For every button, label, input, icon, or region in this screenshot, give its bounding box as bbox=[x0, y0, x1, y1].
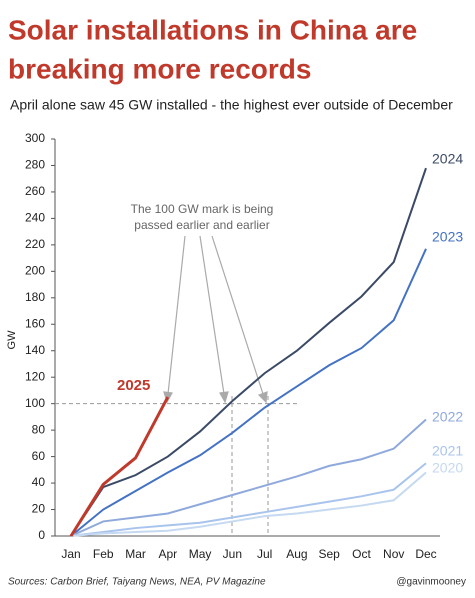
x-tick-label: Nov bbox=[383, 547, 404, 561]
x-tick-label: Jan bbox=[61, 547, 80, 561]
series-line bbox=[70, 418, 427, 537]
x-tick-label: Apr bbox=[158, 547, 177, 561]
chart-title: Solar installations in China are bbox=[8, 14, 417, 45]
y-tick-label: 200 bbox=[25, 264, 45, 278]
y-tick-label: 240 bbox=[25, 211, 45, 225]
source: Sources: Carbon Brief, Taiyang News, NEA… bbox=[8, 577, 266, 588]
y-tick-label: 60 bbox=[32, 449, 46, 463]
y-tick-label: 100 bbox=[25, 396, 45, 410]
y-tick-label: 220 bbox=[25, 237, 45, 251]
y-tick-label: 80 bbox=[32, 422, 46, 436]
annotation: passed earlier and earlier bbox=[134, 218, 269, 232]
x-tick-label: Feb bbox=[93, 547, 114, 561]
annotation: The 100 GW mark is being bbox=[131, 202, 274, 216]
y-tick-label: 180 bbox=[25, 290, 45, 304]
credit: @gavinmooney bbox=[396, 577, 466, 588]
y-tick-label: 140 bbox=[25, 343, 45, 357]
series-line bbox=[70, 462, 427, 537]
x-tick-label: Dec bbox=[415, 547, 436, 561]
y-tick-label: 300 bbox=[25, 131, 45, 145]
series-label: 2023 bbox=[432, 229, 463, 245]
series-line bbox=[70, 471, 427, 537]
x-tick-label: Oct bbox=[352, 547, 371, 561]
y-tick-label: 0 bbox=[38, 528, 45, 542]
y-tick-label: 260 bbox=[25, 184, 45, 198]
series-label: 2025 bbox=[117, 377, 150, 394]
x-tick-label: Jul bbox=[257, 547, 272, 561]
y-axis-label: GW bbox=[6, 330, 18, 350]
y-tick-label: 160 bbox=[25, 316, 45, 330]
y-tick-label: 20 bbox=[32, 502, 46, 516]
x-tick-label: May bbox=[189, 547, 212, 561]
reference-verticals bbox=[231, 396, 269, 536]
y-tick-label: 40 bbox=[32, 475, 46, 489]
series-label: 2022 bbox=[432, 409, 463, 425]
x-tick-label: Aug bbox=[286, 547, 307, 561]
series-line bbox=[70, 248, 427, 537]
y-tick-label: 120 bbox=[25, 369, 45, 383]
subtitle: April alone saw 45 GW installed - the hi… bbox=[10, 97, 453, 113]
x-tick-label: Sep bbox=[319, 547, 341, 561]
series-line bbox=[69, 396, 170, 537]
series-label: 2024 bbox=[432, 151, 463, 167]
chart-title: breaking more records bbox=[8, 53, 311, 84]
x-tick-label: Jun bbox=[223, 547, 242, 561]
y-tick-label: 280 bbox=[25, 158, 45, 172]
series-label: 2020 bbox=[432, 460, 463, 476]
x-tick-label: Mar bbox=[125, 547, 146, 561]
series-label: 2021 bbox=[432, 443, 463, 459]
annotation-arrows bbox=[163, 235, 268, 404]
series-line bbox=[70, 167, 427, 537]
